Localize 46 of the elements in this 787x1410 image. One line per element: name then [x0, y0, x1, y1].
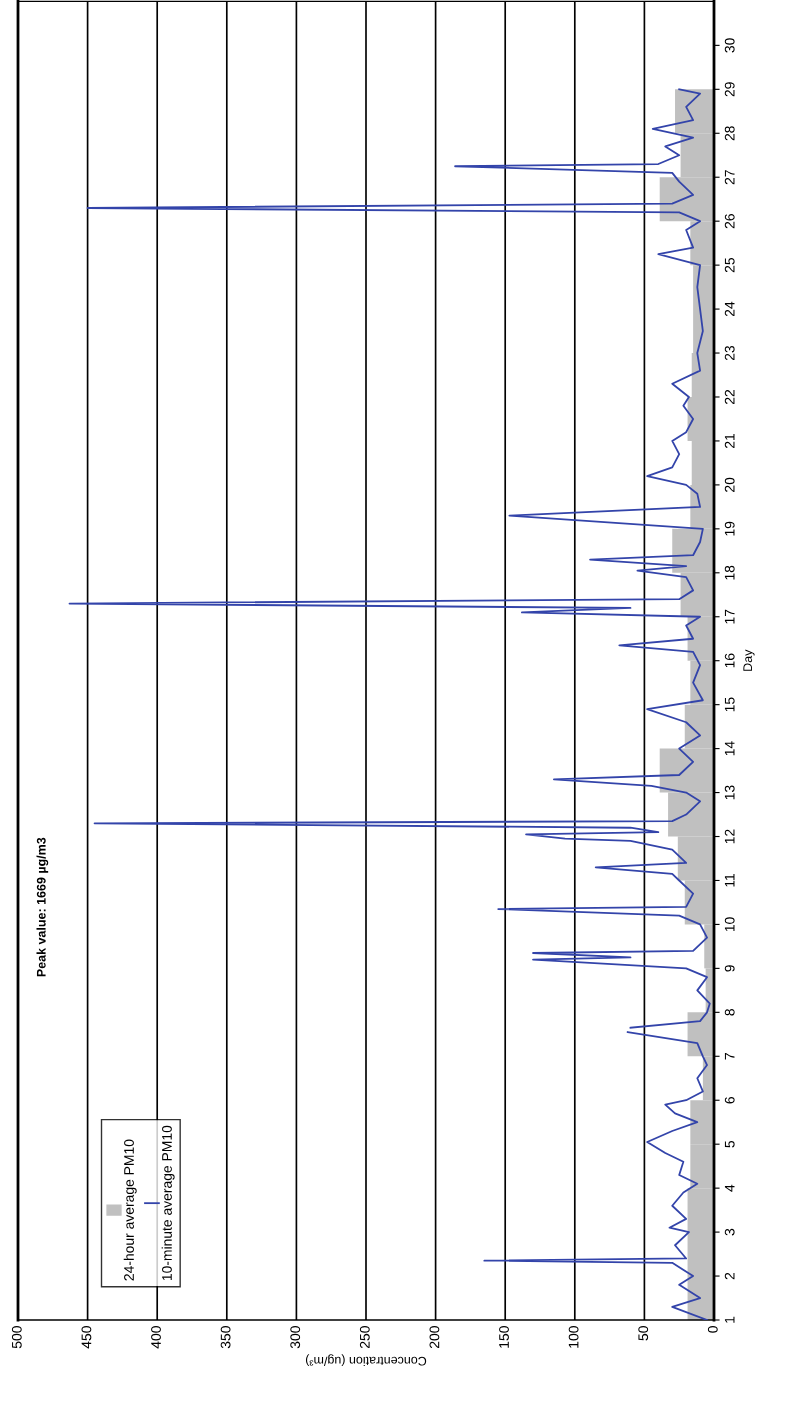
y-tick-label: 12	[724, 829, 735, 844]
annotation: Peak value: 1669 µg/m3	[36, 837, 49, 977]
x-tick-label: 0	[707, 1326, 718, 1333]
y-tick-label: 29	[724, 82, 735, 97]
y-tick-label: 22	[724, 389, 735, 405]
y-tick-label: 14	[724, 741, 735, 756]
y-tick-label: 1	[724, 1316, 735, 1323]
x-tick-label: 350	[220, 1326, 231, 1349]
y-tick-label: 18	[724, 565, 735, 580]
y-tick-label: 8	[724, 1009, 735, 1016]
x-tick-label: 500	[11, 1326, 22, 1349]
y-tick-label: 28	[724, 126, 735, 141]
y-tick-label: 3	[724, 1228, 735, 1236]
x-tick-label: 150	[499, 1326, 509, 1348]
y-tick-label: 9	[724, 965, 735, 972]
x-tick-label: 300	[290, 1326, 301, 1349]
y-tick-label: 15	[724, 697, 735, 712]
y-tick-label: 17	[724, 609, 735, 624]
legend-label: 24-hour average PM10	[123, 1139, 137, 1281]
y-tick-label: 11	[724, 873, 735, 887]
y-tick-label: 25	[724, 257, 735, 273]
y-tick-label: 13	[724, 785, 735, 800]
y-tick-label: 20	[724, 477, 735, 492]
x-tick-label: 50	[638, 1326, 649, 1341]
y-tick-label: 27	[724, 170, 735, 185]
x-tick-label: 250	[359, 1326, 370, 1349]
y-tick-label: 24	[724, 301, 735, 317]
y-tick-label: 16	[724, 653, 735, 668]
y-tick-label: 10	[724, 917, 735, 932]
y-tick-label: 5	[724, 1140, 735, 1148]
y-tick-label: 23	[724, 345, 735, 361]
x-tick-label: 450	[81, 1326, 92, 1349]
x-tick-label: 100	[568, 1326, 579, 1348]
y-tick-label: 26	[724, 214, 735, 229]
x-tick-label: 200	[429, 1326, 440, 1349]
y-tick-label: 2	[724, 1272, 735, 1280]
y-tick-label: 30	[724, 38, 735, 53]
y-tick-label: 6	[724, 1096, 735, 1104]
y-axis-title: Day	[743, 649, 755, 671]
x-tick-label: 400	[151, 1326, 161, 1349]
x-axis-title: Concentration (ug/m³)	[305, 1354, 427, 1366]
y-tick-label: 19	[724, 521, 735, 536]
y-tick-label: 4	[724, 1184, 735, 1192]
y-tick-label: 21	[724, 433, 735, 448]
legend-label: 10-minute average PM10	[161, 1125, 175, 1281]
y-tick-label: 7	[724, 1053, 735, 1060]
